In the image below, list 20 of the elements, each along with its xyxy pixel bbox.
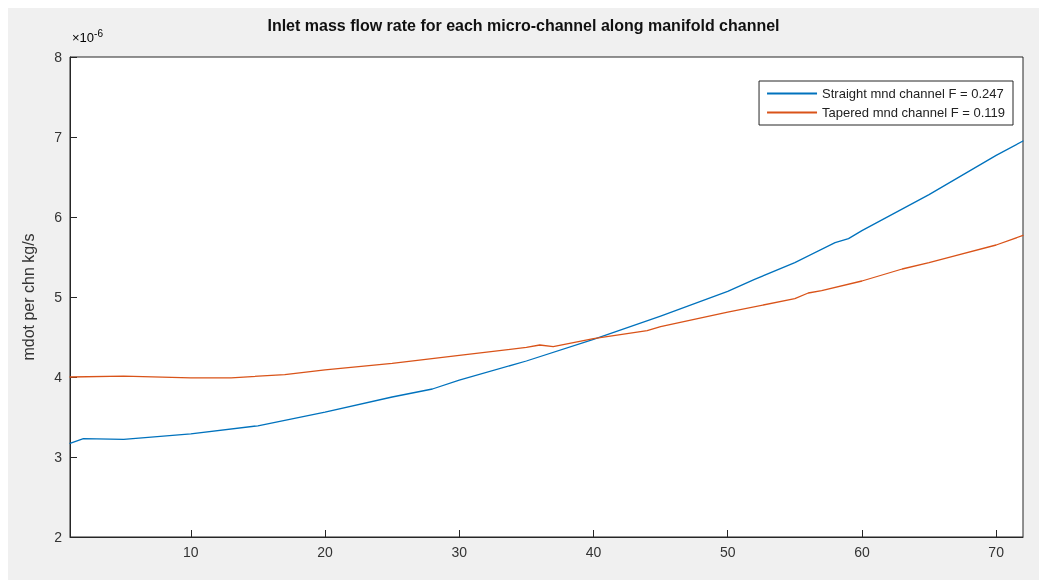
x-tick-label: 40 <box>585 544 602 560</box>
x-tick-label: 60 <box>854 544 870 560</box>
y-tick-label: 8 <box>54 49 63 65</box>
x-tick-label: 20 <box>317 544 334 560</box>
line-series <box>69 234 1024 379</box>
y-tick-label: 6 <box>54 209 63 225</box>
y-tick-label: 4 <box>54 369 63 385</box>
chart-title: Inlet mass flow rate for each micro-channel along manifold channel <box>267 16 780 34</box>
x-tick-label: 70 <box>988 544 1005 560</box>
y-axis-title: mdot per chn kg/s <box>19 233 37 361</box>
y-tick-label: 2 <box>54 529 63 545</box>
y-tick-label: 7 <box>54 129 63 145</box>
x-tick-label: 10 <box>183 544 199 560</box>
line-series <box>69 140 1024 445</box>
y-tick-label: 3 <box>54 449 63 465</box>
legend-label: Straight mnd channel F = 0.247 <box>822 86 1004 101</box>
x-tick-label: 50 <box>719 544 736 560</box>
y-tick-label: 5 <box>54 289 63 305</box>
x-tick-label: 30 <box>451 544 468 560</box>
legend-label: Tapered mnd channel F = 0.119 <box>822 105 1005 120</box>
